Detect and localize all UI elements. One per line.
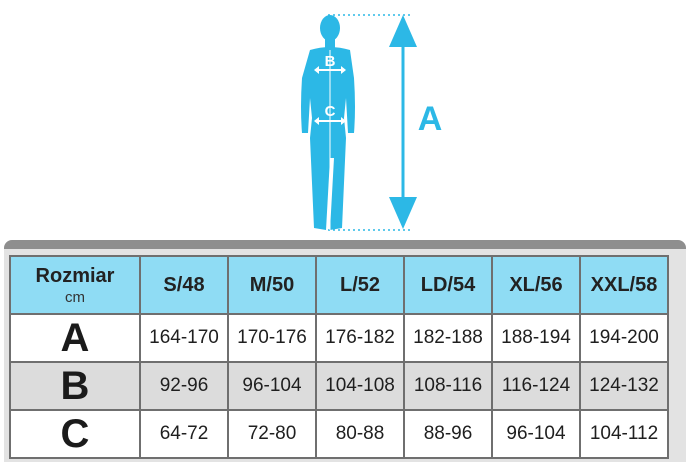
table-cell: 164-170	[139, 313, 229, 363]
chest-marker: B	[314, 53, 346, 74]
table-cell: 188-194	[491, 313, 581, 363]
waist-letter: C	[325, 103, 336, 120]
table-cell: 104-108	[315, 361, 405, 411]
size-chart-table: Rozmiar cm S/48 M/50 L/52 LD/54 XL/56 XX…	[9, 255, 669, 459]
header-size-label: Rozmiar	[35, 264, 115, 287]
table-cell: 64-72	[139, 409, 229, 459]
size-col-header: L/52	[315, 255, 405, 315]
height-letter: A	[418, 100, 443, 138]
person-silhouette	[301, 15, 355, 230]
row-label-a: A	[9, 313, 141, 363]
size-col-header: XL/56	[491, 255, 581, 315]
table-cell: 170-176	[227, 313, 317, 363]
table-cell: 92-96	[139, 361, 229, 411]
row-label-b: B	[9, 361, 141, 411]
header-unit-label: cm	[65, 288, 85, 306]
size-col-header: S/48	[139, 255, 229, 315]
table-cell: 116-124	[491, 361, 581, 411]
header-size-label-cell: Rozmiar cm	[9, 255, 141, 315]
chest-letter: B	[325, 53, 336, 70]
arrow-up-head	[389, 15, 417, 47]
waist-marker: C	[314, 103, 346, 125]
height-arrow	[389, 15, 417, 229]
table-cell: 104-112	[579, 409, 669, 459]
row-label-c: C	[9, 409, 141, 459]
table-cell: 96-104	[491, 409, 581, 459]
table-header-row: Rozmiar cm S/48 M/50 L/52 LD/54 XL/56 XX…	[9, 255, 669, 315]
body-figure-diagram: B C A	[301, 14, 443, 231]
table-cell: 194-200	[579, 313, 669, 363]
table-cell: 96-104	[227, 361, 317, 411]
table-cell: 182-188	[403, 313, 493, 363]
table-cell: 88-96	[403, 409, 493, 459]
table-row: C 64-72 72-80 80-88 88-96 96-104 104-112	[9, 409, 669, 459]
arrow-down-head	[389, 197, 417, 229]
size-col-header: XXL/58	[579, 255, 669, 315]
table-row: B 92-96 96-104 104-108 108-116 116-124 1…	[9, 361, 669, 411]
table-cell: 108-116	[403, 361, 493, 411]
table-cell: 80-88	[315, 409, 405, 459]
table-row: A 164-170 170-176 176-182 182-188 188-19…	[9, 313, 669, 363]
size-col-header: LD/54	[403, 255, 493, 315]
table-cell: 72-80	[227, 409, 317, 459]
table-cell: 124-132	[579, 361, 669, 411]
size-col-header: M/50	[227, 255, 317, 315]
table-cell: 176-182	[315, 313, 405, 363]
